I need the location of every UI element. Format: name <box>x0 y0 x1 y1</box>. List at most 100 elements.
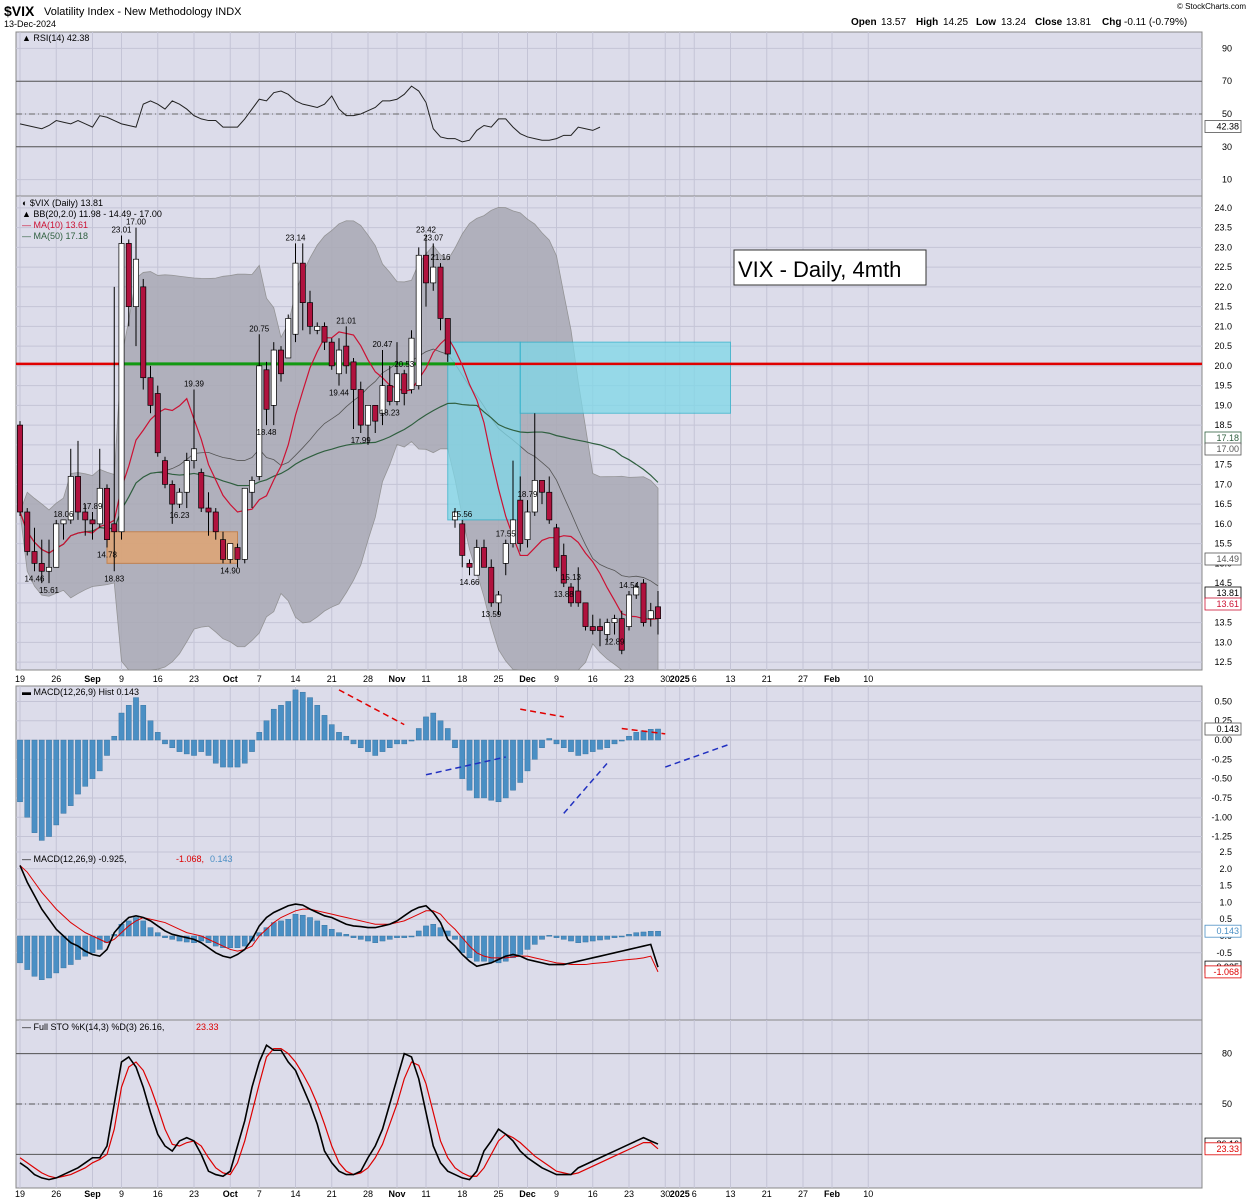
macd-bar <box>430 924 437 937</box>
divergence-line <box>664 743 731 768</box>
candle <box>140 286 147 379</box>
price-right-label: 17.00 <box>1216 444 1239 454</box>
x-tick-label-bottom: 13 <box>725 1189 735 1199</box>
candle <box>46 566 52 572</box>
y-tick-label: 0.50 <box>1214 696 1232 706</box>
candle <box>560 555 567 584</box>
candle <box>278 349 284 375</box>
price-data-label: 17.55 <box>496 530 517 539</box>
x-tick-label-bottom: 21 <box>762 1189 772 1199</box>
ma10-line <box>19 331 659 621</box>
macd-hist-bar <box>46 739 52 837</box>
x-tick-label: 9 <box>119 674 124 684</box>
x-tick-label-bottom: 6 <box>692 1189 697 1199</box>
macd-hist-bar <box>60 739 67 814</box>
x-tick-label: 11 <box>421 674 430 684</box>
macd-bar <box>357 935 364 940</box>
macd-hist-bar <box>89 739 96 779</box>
x-tick-label: 6 <box>692 674 697 684</box>
x-tick-label: 23 <box>624 674 634 684</box>
price-data-label: 23.01 <box>111 226 132 235</box>
candle <box>227 543 234 560</box>
macd-hist-bar <box>582 739 589 755</box>
x-tick-label-bottom: Feb <box>824 1189 841 1199</box>
macd-hist-bar <box>17 739 23 803</box>
macd-right-label-box <box>1204 924 1242 938</box>
x-tick-label: 16 <box>588 674 598 684</box>
candle <box>459 523 466 556</box>
rsi-line <box>19 85 601 143</box>
candle <box>604 622 611 635</box>
y-tick-label: 18.5 <box>1214 420 1232 430</box>
x-tick-label-bottom: 18 <box>457 1189 467 1199</box>
candle <box>539 480 545 493</box>
y-tick-label: -1.25 <box>1211 832 1232 842</box>
macd-bar <box>336 932 342 937</box>
macd-right-label: -1.068 <box>1213 967 1239 977</box>
x-tick-label: 19 <box>15 674 25 684</box>
candle <box>502 543 509 564</box>
macd-hist-bar <box>249 739 255 752</box>
x-tick-label-bottom: Sep <box>84 1189 101 1199</box>
divergence-line <box>338 689 405 726</box>
y-tick-label: 1.0 <box>1219 897 1232 907</box>
macd-bar <box>24 935 31 970</box>
ma50-line <box>19 402 659 554</box>
macd-hist-bar <box>510 739 516 791</box>
y-tick-label: 2.0 <box>1219 864 1232 874</box>
x-tick-label: 30 <box>660 674 670 684</box>
macd-hist-bar <box>575 739 582 756</box>
x-tick-label-bottom: 16 <box>588 1189 598 1199</box>
macd-hist-bar <box>604 739 611 748</box>
candle <box>162 460 168 485</box>
y-tick-label: 21.0 <box>1214 321 1232 331</box>
divergence-line <box>621 727 666 735</box>
candle <box>394 373 400 402</box>
y-tick-label: 2.5 <box>1219 847 1232 857</box>
y-tick-label: 12.5 <box>1214 657 1232 667</box>
sto-k-line <box>19 1043 659 1181</box>
macd-hist-bar <box>336 732 342 741</box>
divergence-line <box>563 762 608 814</box>
macd-bar <box>618 935 625 938</box>
candle <box>176 491 183 505</box>
macd-bar <box>539 935 545 940</box>
candle <box>524 511 531 540</box>
macd-hist-bar <box>111 735 118 741</box>
rsi-last-label: 42.38 <box>1216 121 1239 131</box>
price-data-label: 17.00 <box>126 218 147 227</box>
macd-hist-bar <box>263 720 270 741</box>
x-tick-label: 18 <box>457 674 467 684</box>
macd-hist-bar <box>140 705 147 741</box>
price-data-label: 14.66 <box>459 578 480 587</box>
macd-bar <box>212 935 219 947</box>
macd-hist-bar <box>53 739 60 826</box>
candle <box>314 326 321 331</box>
price-data-label: 12.89 <box>604 637 625 646</box>
x-tick-label: 28 <box>363 674 373 684</box>
macd-hist-bar <box>655 728 661 741</box>
chart-symbol: $VIX <box>4 3 35 19</box>
macd-hist-bar <box>386 739 393 748</box>
x-tick-label: Feb <box>824 674 841 684</box>
macd-bar <box>133 917 139 937</box>
candle <box>597 626 603 631</box>
candle <box>633 586 640 596</box>
macd-hist-bar <box>452 739 458 748</box>
macd-bar <box>604 935 611 940</box>
candle <box>220 539 226 560</box>
candle <box>82 511 89 521</box>
candle <box>256 365 263 477</box>
candle <box>75 476 81 513</box>
macd-bar <box>220 935 226 948</box>
price-data-label: 14.90 <box>220 566 241 575</box>
candle <box>575 590 582 604</box>
macd-hist-bar <box>640 730 647 741</box>
macd-bar <box>531 935 538 945</box>
macd-bar <box>154 932 161 937</box>
macd-bar <box>53 935 60 974</box>
x-tick-label: Sep <box>84 674 101 684</box>
y-tick-label: 19.0 <box>1214 400 1232 410</box>
candle <box>408 337 415 390</box>
macd-hist-bar <box>154 732 161 741</box>
